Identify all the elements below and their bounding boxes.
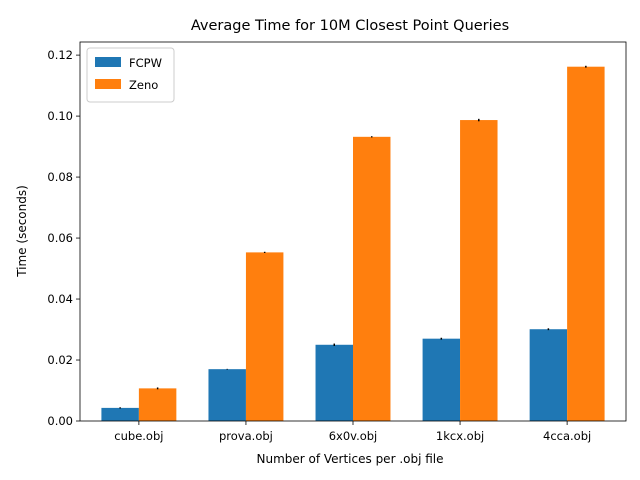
x-tick-label-2: 6x0v.obj — [329, 429, 378, 443]
x-tick-label-0: cube.obj — [114, 429, 163, 443]
bar-zeno-3 — [460, 120, 498, 422]
y-tick-label-4: 0.08 — [47, 170, 73, 184]
x-tick-label-4: 4cca.obj — [543, 429, 591, 443]
bar-fcpw-3 — [422, 338, 461, 421]
bar-zeno-4 — [567, 66, 605, 421]
y-tick-label-1: 0.02 — [47, 353, 73, 367]
bar-fcpw-0 — [101, 407, 139, 421]
x-axis-label: Number of Vertices per .obj file — [256, 452, 443, 466]
x-tick-label-1: prova.obj — [219, 429, 273, 443]
y-tick-label-0: 0.00 — [47, 414, 73, 428]
bar-fcpw-1 — [208, 369, 246, 421]
bar-fcpw-4 — [529, 329, 568, 421]
legend: FCPW Zeno — [86, 47, 175, 103]
legend-label-fcpw: FCPW — [129, 56, 162, 70]
bar-zeno-0 — [138, 388, 177, 421]
x-tick-label-3: 1kcx.obj — [436, 429, 484, 443]
y-axis-label: Time (seconds) — [15, 185, 29, 278]
legend-swatch-fcpw — [95, 57, 121, 67]
legend-swatch-zeno — [95, 79, 121, 89]
y-tick-label-6: 0.12 — [47, 48, 73, 62]
y-tick-label-5: 0.10 — [47, 109, 73, 123]
y-tick-label-3: 0.06 — [47, 231, 73, 245]
legend-label-zeno: Zeno — [129, 78, 158, 92]
y-tick-label-2: 0.04 — [47, 292, 73, 306]
bar-zeno-1 — [245, 252, 284, 421]
bar-fcpw-2 — [315, 344, 353, 421]
bar-zeno-2 — [353, 136, 391, 421]
plot-area: 0.00 0.02 0.04 0.06 0.08 0.10 0.12 cube.obj prov… — [47, 41, 627, 443]
chart-title: Average Time for 10M Closest Point Queri… — [191, 18, 509, 34]
